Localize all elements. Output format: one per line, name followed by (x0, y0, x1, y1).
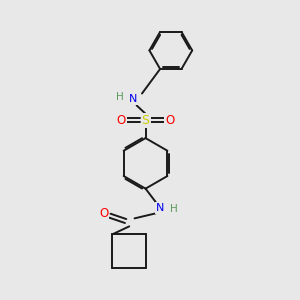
Text: O: O (99, 207, 109, 220)
Text: N: N (129, 94, 137, 104)
Text: H: H (116, 92, 123, 101)
Text: S: S (142, 114, 149, 127)
Text: H: H (170, 204, 178, 214)
Text: O: O (165, 114, 175, 127)
Text: N: N (156, 203, 165, 213)
Text: O: O (116, 114, 126, 127)
